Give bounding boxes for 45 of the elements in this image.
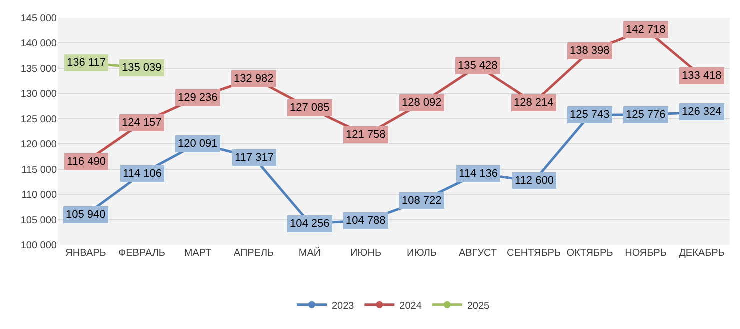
x-tick-label: ИЮЛЬ <box>407 248 438 259</box>
data-label: 124 157 <box>122 117 162 129</box>
y-tick-label: 135 000 <box>20 64 58 75</box>
y-tick-label: 105 000 <box>20 215 58 226</box>
y-tick-label: 115 000 <box>22 164 58 176</box>
x-tick-label: СЕНТЯБРЬ <box>506 248 562 259</box>
data-label: 126 324 <box>682 106 722 118</box>
data-label: 138 398 <box>570 45 610 57</box>
data-label: 108 722 <box>402 195 442 207</box>
data-label: 120 091 <box>178 138 218 150</box>
legend-label: 2025 <box>467 300 490 312</box>
y-tick-label: 120 000 <box>20 140 58 151</box>
x-tick-label: ИЮНЬ <box>350 248 382 259</box>
data-label: 127 085 <box>290 102 330 114</box>
data-label: 105 940 <box>66 209 106 221</box>
data-label: 128 092 <box>402 97 442 109</box>
data-label: 104 256 <box>290 218 330 230</box>
y-tick-label: 130 000 <box>20 89 58 100</box>
x-tick-label: АПРЕЛЬ <box>234 248 275 259</box>
x-tick-label: ОКТЯБРЬ <box>566 248 614 259</box>
data-label: 125 776 <box>626 109 666 121</box>
data-label: 129 236 <box>178 92 218 104</box>
y-tick-label: 140 000 <box>20 38 58 50</box>
x-tick-label: ЯНВАРЬ <box>66 248 107 259</box>
y-tick-label: 110 000 <box>22 190 58 202</box>
x-tick-label: НОЯБРЬ <box>625 248 668 259</box>
data-label: 125 743 <box>570 109 610 121</box>
data-label: 104 788 <box>346 215 386 227</box>
data-label: 133 418 <box>682 70 722 82</box>
x-tick-label: ДЕКАБРЬ <box>679 248 726 259</box>
data-label: 135 039 <box>122 62 162 74</box>
data-label: 142 718 <box>626 24 666 36</box>
x-tick-label: МАРТ <box>184 248 212 259</box>
data-label: 121 758 <box>346 129 386 141</box>
y-tick-label: 100 000 <box>20 240 58 252</box>
legend-label: 2023 <box>332 300 355 312</box>
data-label: 132 982 <box>234 73 274 85</box>
data-label: 135 428 <box>458 60 498 72</box>
x-tick-label: МАЙ <box>298 246 322 259</box>
x-tick-label: ФЕВРАЛЬ <box>118 248 166 259</box>
y-tick-label: 125 000 <box>20 114 58 126</box>
data-label: 128 214 <box>514 97 554 109</box>
y-tick-label: 145 000 <box>20 14 58 24</box>
x-tick-label: АВГУСТ <box>458 248 498 259</box>
legend-label: 2024 <box>400 300 422 312</box>
